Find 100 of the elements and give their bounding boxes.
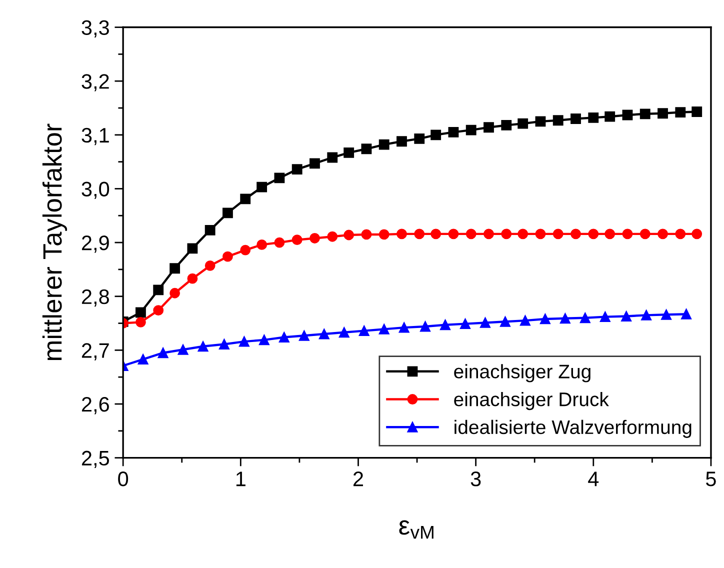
point [448,228,459,240]
legend-label: einachsiger Druck [454,392,609,410]
point [222,208,233,218]
point [641,310,652,320]
point [604,111,616,122]
x-tick-label: 3 [470,472,481,486]
point [580,312,590,324]
point [692,106,702,117]
point [310,158,320,169]
point [361,144,372,154]
point [466,228,476,240]
point [240,194,251,204]
point [552,115,564,126]
point [501,228,512,240]
x-tick-label: 1 [236,472,246,486]
point [278,332,290,342]
y-tick-label: 2,7 [82,343,109,360]
point [256,239,268,250]
point [501,120,512,130]
point [640,108,650,120]
y-tick-label: 3,2 [82,74,109,92]
x-axis-title: ε$_{vM}$ [399,520,434,539]
legend-label: idealisierte Walzverformung [454,420,692,438]
point [344,230,354,240]
point [604,228,616,240]
point [153,305,164,316]
point [136,316,146,328]
point [170,263,180,274]
point [430,228,442,240]
point [204,224,216,236]
point [378,324,390,334]
point [518,228,528,240]
point [153,284,164,296]
point [292,234,302,246]
point [440,320,450,330]
point [420,321,430,332]
point [344,147,354,158]
point [187,273,198,284]
point [570,114,581,124]
point [560,313,570,324]
point [274,172,285,184]
point [310,233,320,244]
y-tick-label: 3,1 [82,128,109,146]
point [692,228,702,240]
y-axis-title: mittlerer Taylorfaktor [42,124,68,360]
point [520,315,530,326]
point [378,139,390,150]
point [588,112,599,123]
point [460,318,470,330]
point [480,318,490,328]
point [256,182,268,192]
point [675,107,686,118]
point [500,316,510,327]
point [535,116,546,127]
point [258,334,270,346]
point [681,308,692,320]
point [396,136,407,147]
point [466,124,476,136]
point [540,314,550,324]
point [218,339,230,350]
point [484,122,494,133]
point [358,326,370,336]
point [138,354,148,365]
point [238,336,250,347]
point [338,327,350,338]
point [414,228,425,240]
y-tick-label: 2,5 [82,450,110,468]
point [178,344,188,355]
point [658,108,668,119]
point [361,229,372,240]
legend-label: einachsiger Zug [454,364,590,382]
point [327,152,338,163]
point [552,228,564,240]
point [158,348,168,358]
point [621,311,632,322]
point [640,228,650,240]
point [570,228,581,240]
point [448,127,459,138]
point [136,307,146,318]
point [240,244,251,256]
point [298,330,310,341]
x-tick-label: 0 [118,472,128,486]
y-tick-label: 2,8 [82,289,109,307]
point [661,309,672,320]
point [518,118,528,129]
y-tick-label: 2,6 [82,396,109,414]
point [318,328,330,340]
point [622,110,633,120]
point [622,228,633,240]
y-tick-label: 2,9 [82,236,109,253]
point [675,228,686,240]
point [430,130,442,140]
point [170,288,180,298]
point [204,260,216,271]
point [398,322,410,333]
x-tick-label: 5 [706,472,716,486]
point [396,228,407,240]
point [274,237,285,248]
y-tick-label: 3,3 [82,20,109,38]
point [484,228,494,240]
